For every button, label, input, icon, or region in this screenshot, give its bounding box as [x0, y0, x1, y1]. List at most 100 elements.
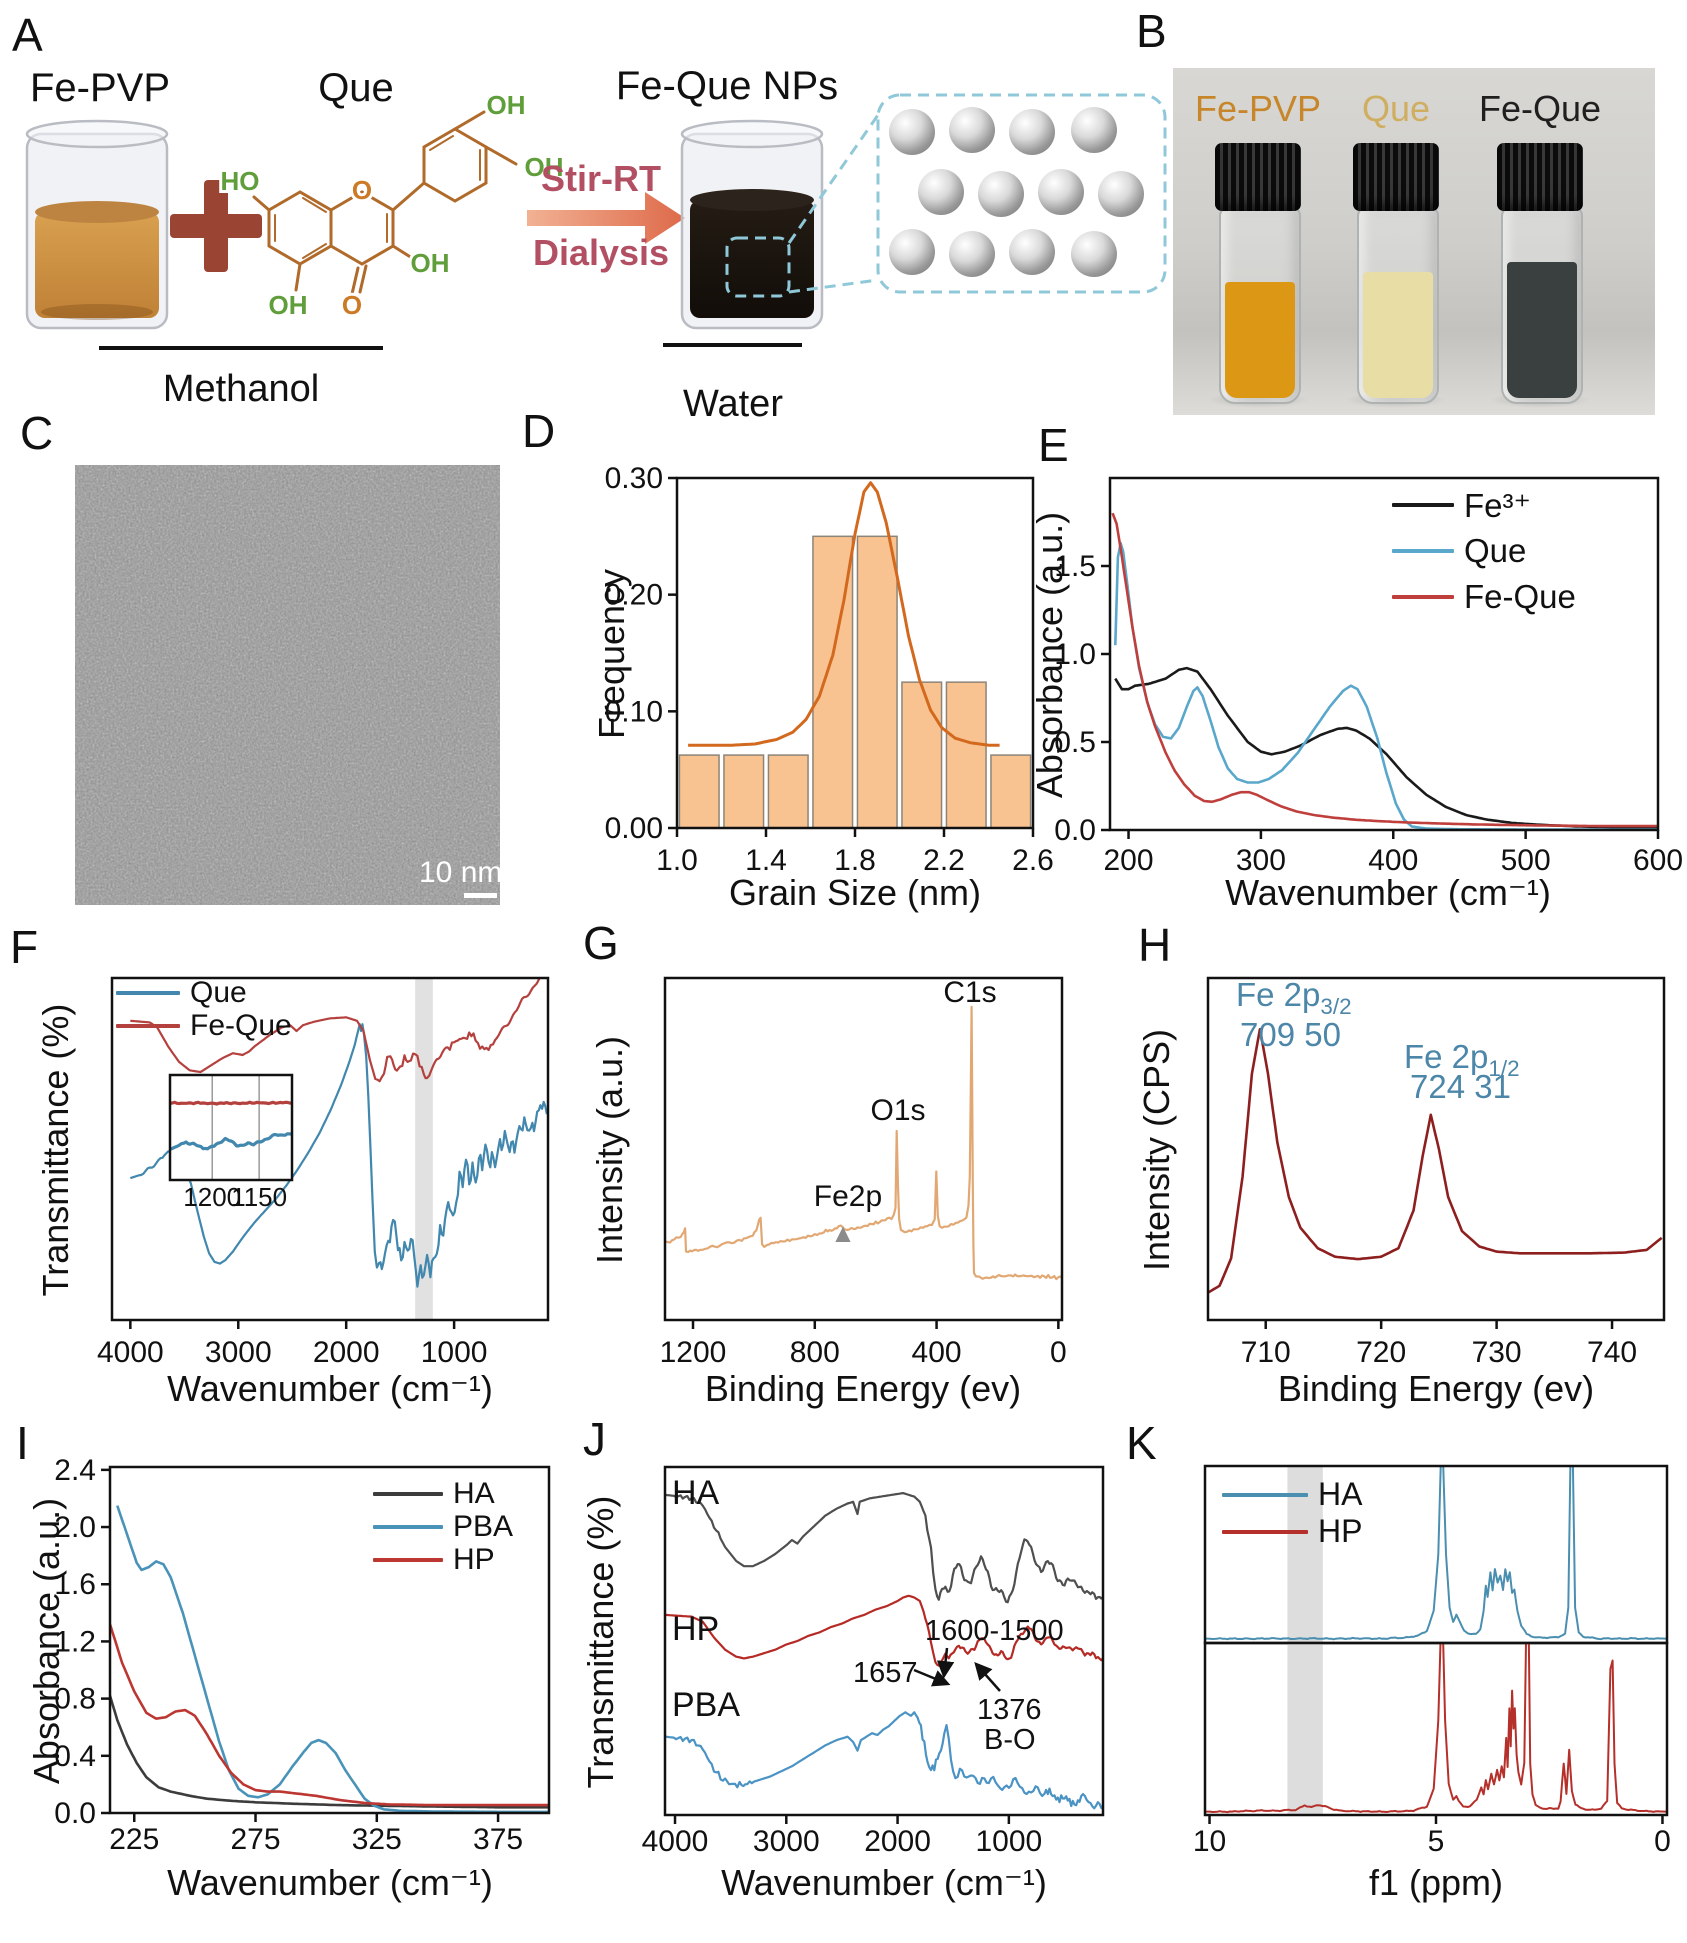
annotation: 1600-1500 — [925, 1615, 1064, 1647]
axis-x-h: Binding Energy (ev) — [1277, 1368, 1595, 1409]
vial-photo: Fe-PVP Que Fe-Que — [1173, 68, 1655, 415]
x-tick-label: 1.4 — [745, 844, 787, 877]
annotation: B-O — [984, 1724, 1036, 1756]
x-tick-label: 3000 — [753, 1825, 820, 1858]
bar — [990, 754, 1032, 829]
annotation: 1657 — [853, 1657, 918, 1689]
product-label: Fe-Que NPs — [615, 64, 839, 108]
panel-label-k: K — [1126, 1417, 1157, 1469]
series-HP — [110, 1623, 549, 1807]
panel-label-e: E — [1038, 419, 1069, 471]
x-tick-label: 1200 — [660, 1336, 727, 1369]
y-tick-label: 0.8 — [54, 1683, 96, 1716]
x-tick-label: 740 — [1587, 1336, 1637, 1369]
vial-cap — [1353, 143, 1439, 211]
legend-label: Que — [1464, 532, 1527, 569]
axis-x-k: f1 (ppm) — [1368, 1862, 1504, 1903]
y-tick-label: 0.10 — [605, 695, 663, 728]
x-tick-label: 400 — [912, 1336, 962, 1369]
series-Fe-Que-inset — [170, 1100, 292, 1106]
bar — [767, 754, 809, 829]
series-gaussian-fit — [688, 481, 1000, 747]
legend-line — [1222, 1529, 1308, 1534]
legend-row: PBA — [373, 1510, 513, 1543]
x-tick-label: 4000 — [97, 1336, 164, 1369]
x-tick-label: 1000 — [421, 1336, 488, 1369]
axis-y-e: Absorbance (a.u.) — [1029, 511, 1070, 799]
legend-label: Que — [190, 975, 247, 1009]
axis-x-g: Binding Energy (ev) — [704, 1368, 1022, 1409]
x-tick-label: 600 — [1633, 844, 1683, 877]
legend-panel-e: Fe³⁺ Que Fe-Que — [1392, 482, 1576, 620]
reaction-arrow — [527, 192, 685, 244]
x-tick-label: 1.8 — [834, 844, 876, 877]
vial-liquid — [1225, 282, 1295, 398]
x-tick-label: 300 — [1236, 844, 1286, 877]
panel-label-g: G — [583, 917, 619, 969]
legend-label: HA — [453, 1476, 495, 1510]
x-tick-label: 0 — [1050, 1336, 1067, 1369]
annotation: Fe 2p1/2 — [1404, 1038, 1520, 1081]
axis-x-i: Wavenumber (cm⁻¹) — [167, 1862, 493, 1903]
bar — [901, 681, 943, 829]
legend-row: Que — [116, 976, 292, 1009]
x-tick-label: 275 — [230, 1823, 280, 1856]
bar — [678, 754, 720, 829]
vial-body — [1357, 206, 1439, 404]
legend-label: Fe-Que — [190, 1008, 292, 1042]
legend-label: HP — [1318, 1513, 1363, 1549]
series-survey — [665, 1005, 1062, 1281]
atom-label: HO — [221, 166, 260, 196]
plus-icon — [170, 180, 262, 272]
reagent-label-fe-pvp: Fe-PVP — [29, 66, 171, 110]
synthesis-scheme-graphic: HO O OH O OH OH OH — [25, 87, 1167, 350]
legend-label: Fe-Que — [1464, 578, 1576, 615]
annotation: O1s — [870, 1094, 925, 1127]
series-Fe3+ — [1114, 666, 1658, 830]
x-tick-label: 4000 — [642, 1825, 709, 1858]
series-HA — [665, 1491, 1103, 1604]
legend-panel-f: Que Fe-Que — [116, 976, 292, 1042]
axis-x-j: Wavenumber (cm⁻¹) — [721, 1862, 1047, 1903]
series-Que — [129, 1023, 548, 1288]
series-Que — [1114, 541, 1658, 830]
x-tick-label: 10 — [1193, 1825, 1226, 1858]
x-tick-label: 1150 — [231, 1182, 287, 1212]
nanoparticle-spheres — [889, 107, 1144, 277]
vial-liquid — [1507, 262, 1577, 398]
panel-label-c: C — [20, 407, 54, 459]
x-tick-label: 1000 — [975, 1825, 1042, 1858]
chart-K1 — [1203, 1464, 1669, 1645]
legend-line — [116, 990, 180, 995]
atom-label: O — [352, 175, 372, 205]
chart-G: 1200 800 400 0 C1s O1s Fe2p ▲ — [660, 976, 1067, 1369]
solvent-label-methanol: Methanol — [162, 368, 320, 410]
bar — [723, 754, 765, 829]
legend-row: HA — [1222, 1476, 1362, 1513]
panel-label-i: I — [16, 1417, 29, 1469]
vial-label: Que — [1361, 88, 1431, 129]
axis-y-d: Frequency — [591, 568, 632, 740]
vial-liquid — [1363, 272, 1433, 398]
annotation: Fe 2p3/2 — [1236, 976, 1352, 1019]
y-tick-label: 1.5 — [1054, 550, 1096, 583]
step-dialysis: Dialysis — [532, 232, 670, 273]
legend-label: HA — [1318, 1476, 1363, 1512]
series-HP — [665, 1594, 1103, 1667]
series-HP-NMR — [1205, 1643, 1667, 1814]
x-tick-label: 730 — [1472, 1336, 1522, 1369]
legend-line — [373, 1557, 443, 1562]
tem-scale-bar — [464, 893, 497, 898]
x-tick-label: 710 — [1241, 1336, 1291, 1369]
axis-y-i: Absorbance (a.u.) — [26, 1497, 67, 1785]
x-tick-label: 720 — [1356, 1336, 1406, 1369]
vial-cap — [1215, 143, 1301, 211]
vial-label: Fe-PVP — [1194, 88, 1322, 129]
beaker-fe-que — [680, 119, 824, 330]
legend-row: Fe-Que — [1392, 574, 1576, 620]
legend-line — [116, 1023, 180, 1028]
annotation: C1s — [943, 976, 996, 1009]
axis-x-d: Grain Size (nm) — [728, 872, 982, 913]
